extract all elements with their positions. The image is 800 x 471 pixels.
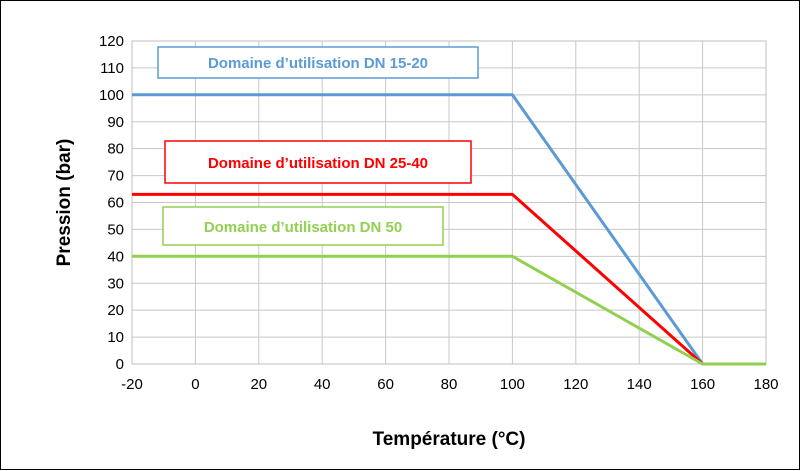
x-tick-label: 60: [377, 376, 394, 393]
tick-labels: 0 10 20 30 40 50 60 70 80 90 100 110 120 -20 0 20 40 60 80…: [99, 33, 779, 393]
series-label-box-1: [157, 46, 479, 79]
series-label-2: Domaine d’utilisation DN 25-40: [208, 155, 428, 172]
y-tick-label: 40: [107, 248, 124, 265]
y-tick-label: 60: [107, 195, 124, 212]
series-label-3: Domaine d’utilisation DN 50: [204, 219, 402, 236]
y-tick-label: 0: [116, 356, 124, 373]
y-tick-label: 80: [107, 141, 124, 158]
series-layer: [132, 93, 766, 366]
y-tick-label: 50: [107, 221, 124, 238]
y-tick-label: 110: [100, 60, 124, 77]
y-tick-label: 30: [107, 275, 124, 292]
x-axis-title: Température (°C): [373, 429, 526, 450]
series-line-3: [132, 254, 766, 366]
plot-area-border: [131, 40, 767, 365]
x-tick-label: 180: [753, 376, 778, 393]
y-tick-label: 120: [99, 33, 124, 50]
x-tick-label: -20: [121, 376, 143, 393]
x-tick-label: 80: [441, 376, 458, 393]
series-label-box-3: [162, 206, 444, 246]
x-tick-label: 40: [314, 376, 331, 393]
y-tick-label: 100: [99, 87, 124, 104]
series-labels: Domaine d’utilisation DN 15-20 Domaine d’…: [157, 46, 479, 246]
y-tick-label: 90: [107, 114, 124, 131]
series-label-box-2: [164, 140, 472, 184]
x-tick-label: 100: [500, 376, 525, 393]
x-tick-label: 120: [563, 376, 588, 393]
y-tick-label: 10: [107, 329, 124, 346]
grid: [131, 40, 767, 365]
y-axis-title: Pression (bar): [54, 139, 75, 267]
y-tick-label: 70: [107, 168, 124, 185]
x-tick-label: 0: [191, 376, 199, 393]
x-tick-label: 140: [627, 376, 652, 393]
y-tick-label: 20: [107, 302, 124, 319]
series-label-1: Domaine d’utilisation DN 15-20: [208, 55, 428, 72]
x-tick-label: 160: [690, 376, 715, 393]
x-tick-label: 20: [250, 376, 267, 393]
